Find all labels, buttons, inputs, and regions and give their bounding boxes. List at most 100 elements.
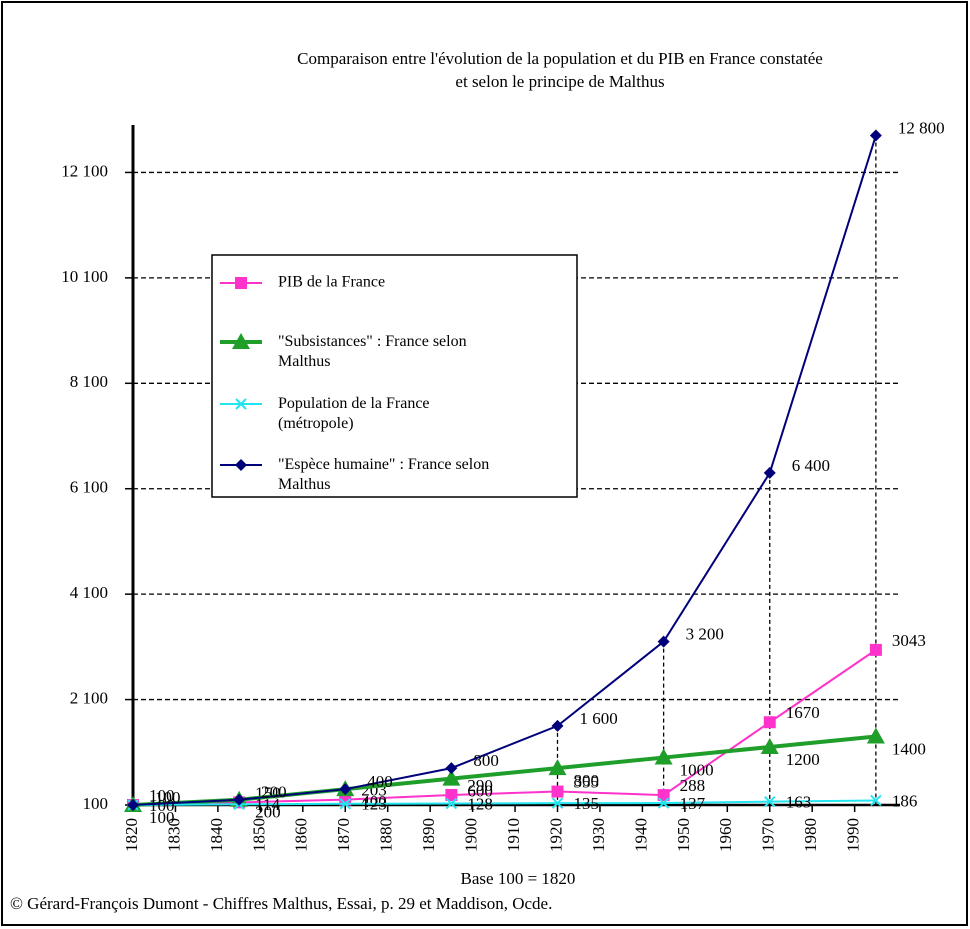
data-label: 3043: [892, 631, 926, 650]
marker: [445, 797, 458, 810]
data-label: 800: [473, 751, 499, 770]
x-tick-label: 1900: [462, 818, 481, 852]
data-label: 1 600: [580, 709, 618, 728]
legend-label: "Espèce humaine" : France selon Malthus: [278, 456, 489, 493]
data-label: 355: [574, 772, 600, 791]
legend-label-line: (métropole): [278, 415, 354, 432]
legend: PIB de la France "Subsistances" : France …: [211, 254, 578, 498]
marker: [548, 759, 567, 776]
data-label: 1400: [892, 739, 926, 758]
source: © Gérard-François Dumont - Chiffres Malt…: [10, 894, 552, 913]
x-tick-label: 1990: [844, 818, 863, 852]
y-tick-label: 100: [83, 794, 109, 813]
legend-label: Population de la France (métropole): [278, 395, 430, 432]
y-tick-label: 6 100: [70, 478, 108, 497]
x-tick-label: 1840: [207, 818, 226, 852]
marker: [764, 795, 776, 808]
data-label: 600: [467, 782, 493, 801]
data-label: 135: [574, 794, 600, 813]
data-label: 137: [680, 794, 706, 813]
x-tick-label: 1850: [249, 818, 268, 852]
y-tick-label: 2 100: [70, 688, 108, 707]
marker: [442, 769, 461, 786]
marker: [760, 738, 779, 755]
x-tick-label: 1970: [759, 818, 778, 852]
x-tick-label: 1980: [801, 818, 820, 852]
legend-label-line: "Espèce humaine" : France selon: [278, 456, 489, 473]
data-label: 1200: [786, 750, 820, 769]
data-label: 123: [361, 795, 387, 814]
marker: [869, 643, 882, 656]
data-label: 1000: [680, 760, 714, 779]
marker: [763, 466, 776, 479]
marker: [445, 788, 458, 801]
marker: [870, 794, 882, 807]
data-label: 12 800: [898, 118, 945, 137]
marker: [339, 793, 352, 806]
data-label: 100: [149, 796, 175, 815]
marker: [235, 459, 247, 471]
marker: [235, 398, 247, 410]
marker: [763, 716, 776, 729]
marker: [551, 719, 564, 732]
marker: [232, 333, 250, 349]
marker: [445, 762, 458, 775]
legend-label-line: Malthus: [278, 353, 330, 370]
x-tick-label: 1920: [546, 818, 565, 852]
marker: [866, 727, 885, 744]
x-tick-label: 1960: [716, 818, 735, 852]
series-line: [132, 135, 877, 806]
data-label: 200: [255, 803, 281, 822]
chart-title: Comparaison entre l'évolution de la popu…: [297, 49, 823, 68]
legend-label: "Subsistances" : France selon Malthus: [278, 333, 467, 370]
legend-label: PIB de la France: [278, 274, 385, 291]
data-label: 800: [574, 771, 600, 790]
marker: [657, 789, 670, 802]
series-line: [132, 649, 877, 806]
data-label: 128: [467, 794, 493, 813]
x-axis-label: Base 100 = 1820: [461, 869, 576, 888]
marker: [654, 748, 673, 765]
data-label: 1670: [786, 703, 820, 722]
legend-label-line: Malthus: [278, 476, 330, 493]
data-label: 100: [149, 808, 175, 827]
marker: [127, 799, 139, 811]
x-tick-label: 1940: [631, 818, 650, 852]
x-tick-label: 1890: [419, 818, 438, 852]
y-tick-label: 10 100: [61, 267, 108, 286]
data-label: 186: [892, 791, 918, 810]
marker: [657, 797, 670, 809]
marker: [657, 635, 670, 648]
marker: [551, 785, 564, 798]
data-label: 3 200: [686, 624, 724, 643]
marker: [339, 798, 351, 810]
data-label: 114: [255, 795, 280, 814]
x-tick-label: 1830: [164, 818, 183, 852]
marker: [339, 783, 352, 796]
data-label: 100: [149, 786, 175, 805]
x-tick-label: 1950: [674, 818, 693, 852]
data-label: 6 400: [792, 456, 830, 475]
data-label: 200: [261, 783, 287, 802]
legend-label-line: "Subsistances" : France selon: [278, 333, 467, 350]
marker: [235, 277, 247, 289]
chart-subtitle: et selon le principe de Malthus: [455, 72, 664, 91]
data-label: 100: [155, 788, 181, 807]
y-tick-label: 12 100: [61, 161, 108, 180]
marker: [869, 129, 882, 142]
x-tick-label: 1880: [377, 818, 396, 852]
data-label: 288: [680, 776, 706, 795]
data-label: 400: [367, 772, 393, 791]
marker: [233, 793, 246, 806]
data-label: 290: [467, 776, 493, 795]
y-tick-label: 8 100: [70, 372, 108, 391]
legend-label-line: Population de la France: [278, 395, 430, 412]
x-tick-label: 1870: [334, 818, 353, 852]
x-tick-label: 1860: [292, 818, 311, 852]
marker: [551, 797, 564, 809]
x-tick-label: 1820: [122, 818, 141, 852]
series-line: [132, 799, 876, 806]
data-label: 163: [786, 793, 812, 812]
